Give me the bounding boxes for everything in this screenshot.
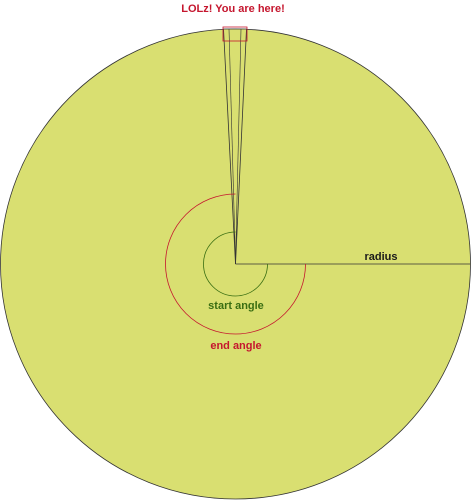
radius-label: radius [364, 251, 397, 263]
sector-inner-line-right [235, 28, 242, 265]
start-angle-label: start angle [208, 300, 264, 312]
end-angle-label: end angle [210, 340, 261, 352]
start-angle-arc [203, 231, 268, 297]
sector-inner-line-left [228, 28, 236, 265]
end-angle-arc [165, 193, 306, 335]
sector-wedge [223, 28, 247, 265]
marker-box [222, 26, 248, 42]
marker-label: LOLz! You are here! [181, 3, 285, 15]
